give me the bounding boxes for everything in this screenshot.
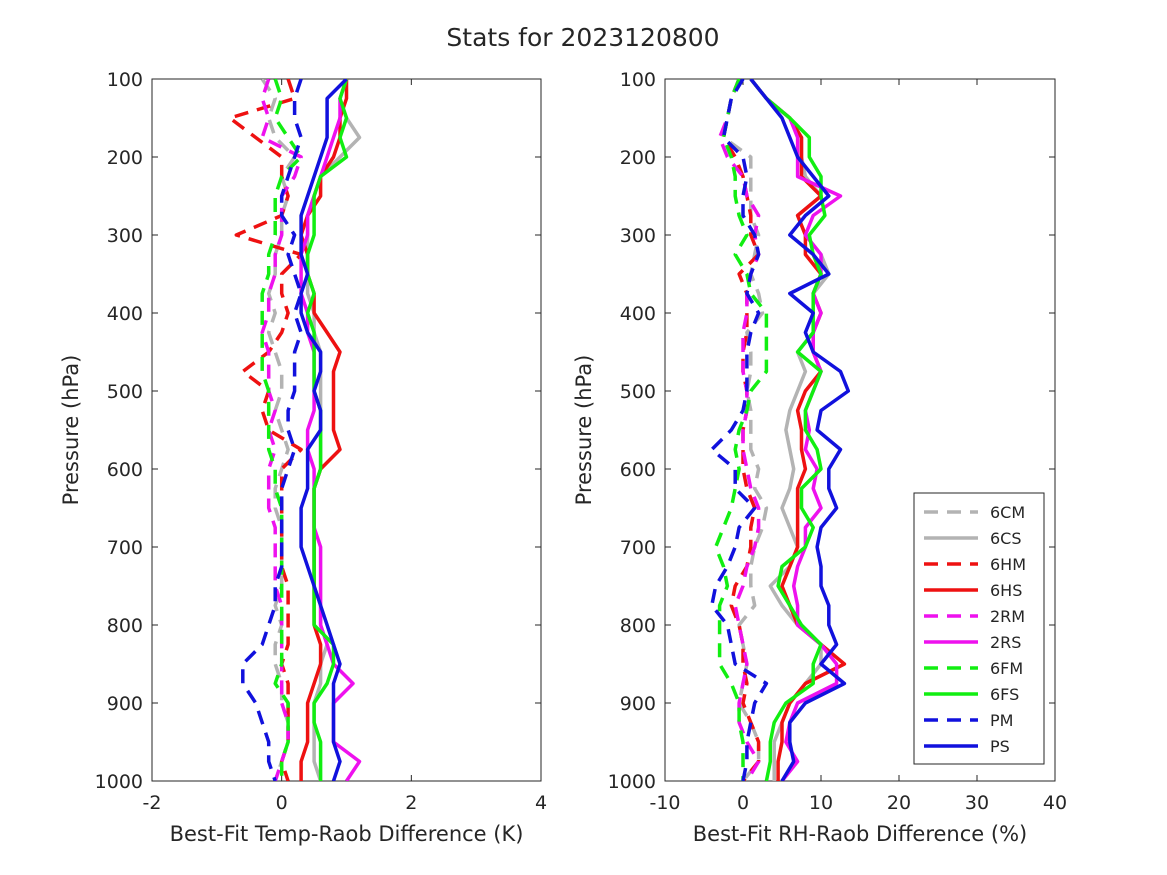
legend: 6CM 6CS 6HM 6HS 2RM 2RS 6FM 6FS PM PS xyxy=(913,492,1045,765)
series-line-6fm xyxy=(260,79,303,781)
y-tick-label: 100 xyxy=(620,69,656,91)
x-axis-label: Best-Fit RH-Raob Difference (%) xyxy=(693,822,1027,846)
legend-label-pm: PM xyxy=(990,711,1013,730)
series-line-2rs xyxy=(749,79,843,781)
y-tick-label: 600 xyxy=(107,459,143,481)
y-tick-label: 500 xyxy=(107,381,143,403)
y-tick-label: 500 xyxy=(620,381,656,403)
legend-label-6cs: 6CS xyxy=(990,529,1022,548)
y-tick-label: 900 xyxy=(107,693,143,715)
legend-label-6cm: 6CM xyxy=(990,503,1025,522)
y-tick-label: 100 xyxy=(107,69,143,91)
series-line-6cm xyxy=(260,79,297,781)
y-tick-label: 700 xyxy=(107,537,143,559)
chart-panel-1: -2 0 2 4 100 200 300 400 500 600 700 800 900 1000 Best… xyxy=(59,69,547,846)
y-tick-label: 800 xyxy=(620,615,656,637)
series-line-6hs xyxy=(299,79,349,781)
x-tick-label: 20 xyxy=(887,792,911,814)
series-line-pm xyxy=(710,79,769,781)
y-tick-label: 1000 xyxy=(608,771,656,793)
y-tick-label: 800 xyxy=(107,615,143,637)
x-tick-label: 40 xyxy=(1043,792,1067,814)
x-axis-label: Best-Fit Temp-Raob Difference (K) xyxy=(170,822,524,846)
axes-box xyxy=(151,78,542,782)
legend-label-6fs: 6FS xyxy=(990,685,1019,704)
y-tick-label: 200 xyxy=(620,147,656,169)
legend-label-6hm: 6HM xyxy=(990,555,1026,574)
x-tick-label: 0 xyxy=(276,792,288,814)
series-group xyxy=(228,79,362,781)
y-tick-label: 600 xyxy=(620,459,656,481)
series-line-6fm xyxy=(713,79,769,781)
x-tick-label: 2 xyxy=(405,792,417,814)
series-line-2rm xyxy=(717,79,761,781)
legend-label-6fm: 6FM xyxy=(990,659,1023,678)
series-line-6fs xyxy=(749,79,827,781)
y-tick-label: 1000 xyxy=(95,771,143,793)
x-tick-label: -2 xyxy=(143,792,162,814)
figure-title: Stats for 2023120800 xyxy=(446,23,719,52)
legend-box xyxy=(913,492,1045,765)
legend-label-ps: PS xyxy=(990,737,1010,756)
y-tick-label: 300 xyxy=(620,225,656,247)
series-line-ps xyxy=(749,79,851,781)
series-line-ps xyxy=(299,79,348,781)
y-tick-label: 200 xyxy=(107,147,143,169)
y-tick-label: 900 xyxy=(620,693,656,715)
x-tick-label: 10 xyxy=(809,792,833,814)
x-tick-label: -10 xyxy=(649,792,680,814)
y-tick-label: 700 xyxy=(620,537,656,559)
legend-label-2rm: 2RM xyxy=(990,607,1025,626)
legend-label-2rs: 2RS xyxy=(990,633,1021,652)
y-tick-label: 300 xyxy=(107,225,143,247)
chart-panel-2: -10 0 10 20 30 40 100 200 300 400 500 600 700 800 900 1… xyxy=(572,69,1067,846)
x-tick-label: 4 xyxy=(535,792,547,814)
y-axis-label: Pressure (hPa) xyxy=(572,355,596,506)
y-axis-label: Pressure (hPa) xyxy=(59,355,83,506)
y-tick-label: 400 xyxy=(107,303,143,325)
series-line-pm xyxy=(241,79,303,781)
series-group xyxy=(710,79,851,781)
x-tick-label: 30 xyxy=(965,792,989,814)
y-tick-label: 400 xyxy=(620,303,656,325)
x-tick-label: 0 xyxy=(737,792,749,814)
legend-label-6hs: 6HS xyxy=(990,581,1022,600)
